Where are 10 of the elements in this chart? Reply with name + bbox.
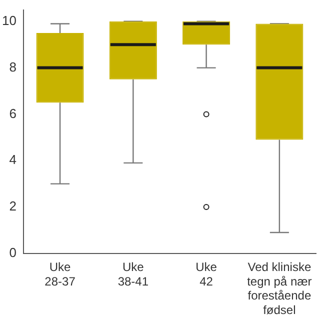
y-tick-label: 0 [9,244,16,260]
y-tick-label: 8 [9,59,16,74]
y-tick-label: 6 [9,106,16,121]
x-tick-label: Uke 28-37 [44,260,76,288]
y-tick-label: 4 [9,152,16,168]
x-tick-label: Uke 42 [196,260,218,288]
x-tick-label: Ved kliniske tegn på nær forestående fødsel [247,260,312,318]
x-tick-label: Uke 38-41 [118,260,149,288]
y-tick-label: 10 [2,12,16,28]
y-tick-label: 2 [9,198,16,214]
